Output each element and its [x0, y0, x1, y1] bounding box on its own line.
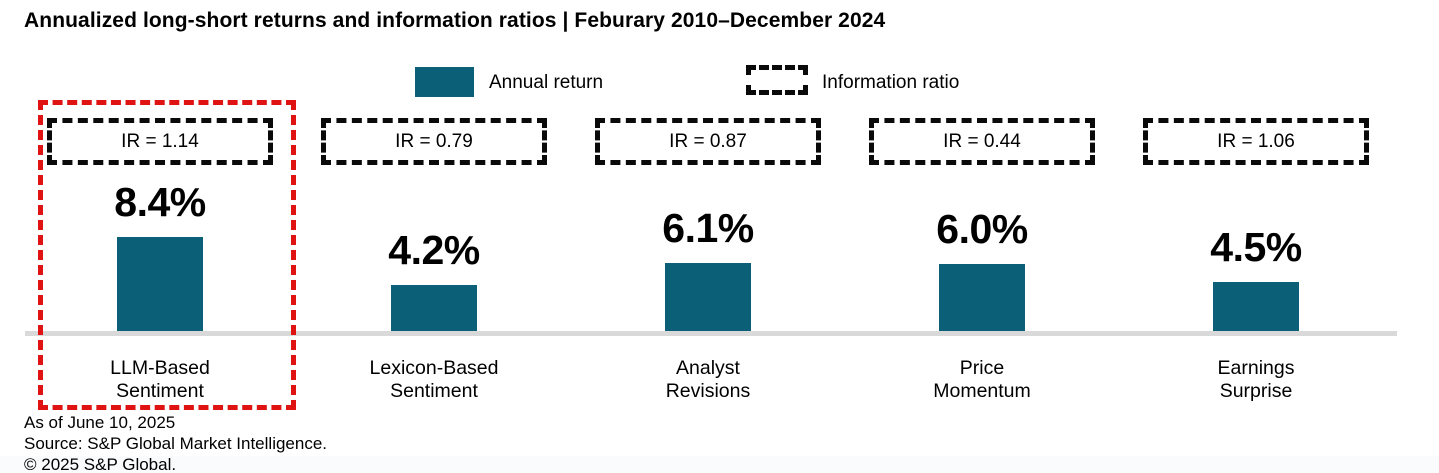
page-bottom-band [0, 456, 1439, 473]
bar-analyst-revisions [665, 263, 751, 333]
chart-title: Annualized long-short returns and inform… [24, 9, 886, 32]
legend-annual-return-label: Annual return [489, 72, 604, 93]
column-price-momentum: IR = 0.44 6.0% [845, 100, 1119, 355]
ir-value-box: IR = 0.87 [595, 118, 821, 165]
ir-value-label: IR = 0.87 [669, 130, 747, 152]
copyright-note: © 2025 S&P Global. [24, 455, 177, 473]
category-label-price-momentum: Price Momentum [933, 357, 1031, 402]
column-analyst-revisions: IR = 0.87 6.1% [571, 100, 845, 355]
bar-llm-based-sentiment [117, 237, 203, 333]
annual-return-swatch-icon [415, 67, 474, 97]
column-llm-based-sentiment: IR = 1.14 8.4% [23, 100, 297, 355]
information-ratio-dashed-box-icon [746, 65, 808, 95]
category-label-llm-based-sentiment: LLM-Based Sentiment [110, 357, 210, 402]
bar-value-label: 4.2% [388, 227, 480, 273]
category-label-lexicon-based-sentiment: Lexicon-Based Sentiment [369, 357, 499, 402]
ir-value-box: IR = 0.79 [321, 118, 547, 165]
ir-value-label: IR = 0.79 [395, 130, 473, 152]
bar-value-label: 6.1% [662, 205, 754, 251]
category-labels-row: LLM-Based Sentiment Lexicon-Based Sentim… [23, 357, 1393, 403]
bar-value-label: 8.4% [114, 179, 206, 225]
bar-chart: IR = 1.14 8.4% IR = 0.79 4.2% IR = 0.87 … [23, 100, 1393, 355]
ir-value-label: IR = 0.44 [943, 130, 1021, 152]
bar-earnings-surprise [1213, 282, 1299, 333]
ir-value-box: IR = 1.14 [47, 118, 273, 165]
bar-lexicon-based-sentiment [391, 285, 477, 333]
source-note: Source: S&P Global Market Intelligence. [24, 434, 328, 453]
column-lexicon-based-sentiment: IR = 0.79 4.2% [297, 100, 571, 355]
ir-value-box: IR = 0.44 [869, 118, 1095, 165]
x-axis-baseline [25, 331, 1397, 336]
column-earnings-surprise: IR = 1.06 4.5% [1119, 100, 1393, 355]
ir-value-label: IR = 1.14 [121, 130, 199, 152]
category-label-analyst-revisions: Analyst Revisions [665, 357, 751, 402]
bar-value-label: 4.5% [1210, 224, 1302, 270]
bar-value-label: 6.0% [936, 206, 1028, 252]
ir-value-label: IR = 1.06 [1217, 130, 1295, 152]
footer-notes: As of June 10, 2025 Source: S&P Global M… [24, 412, 327, 473]
bar-price-momentum [939, 264, 1025, 333]
as-of-date: As of June 10, 2025 [24, 413, 176, 432]
ir-value-box: IR = 1.06 [1143, 118, 1369, 165]
category-label-earnings-surprise: Earnings Surprise [1217, 357, 1295, 402]
legend-information-ratio-label: Information ratio [822, 72, 960, 93]
